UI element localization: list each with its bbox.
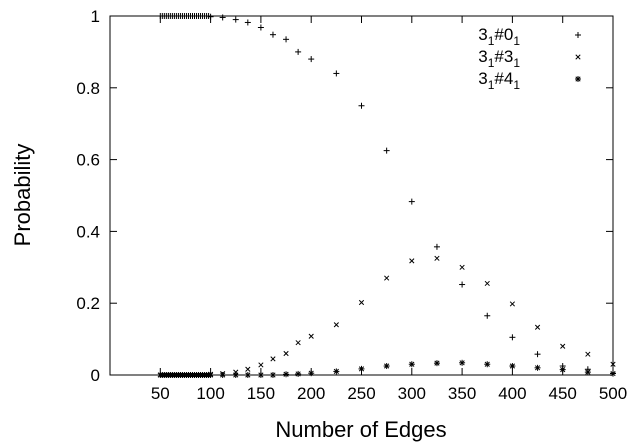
data-point	[333, 70, 340, 77]
data-point	[308, 370, 315, 377]
data-point	[232, 16, 239, 23]
legend-entry: 31#01	[478, 25, 581, 48]
data-point	[283, 350, 289, 357]
x-tick-label: 300	[398, 384, 426, 403]
legend-marker	[575, 76, 581, 82]
x-tick-label: 100	[196, 384, 224, 403]
data-point	[295, 370, 302, 377]
data-point	[560, 343, 566, 349]
data-point	[244, 19, 251, 26]
x-tick-label: 450	[549, 384, 577, 403]
legend-entry: 31#31	[478, 47, 581, 70]
series-3	[157, 359, 616, 378]
data-point	[258, 362, 264, 368]
data-point	[283, 36, 290, 43]
data-point	[333, 368, 340, 375]
data-point	[408, 198, 415, 205]
legend-marker	[575, 32, 581, 38]
y-tick-label: 0.4	[76, 222, 100, 241]
data-point	[484, 280, 490, 287]
data-point	[534, 364, 541, 371]
data-point	[509, 363, 516, 370]
data-point	[358, 102, 365, 109]
x-tick-label: 50	[151, 384, 170, 403]
data-point	[384, 275, 390, 281]
data-point	[433, 243, 440, 250]
data-point	[610, 361, 616, 367]
series-1	[157, 13, 616, 377]
y-tick-label: 0	[91, 366, 100, 385]
data-point	[408, 361, 415, 368]
x-tick-label: 150	[247, 384, 275, 403]
data-point	[232, 372, 239, 378]
y-tick-label: 0.2	[76, 294, 100, 313]
x-tick-label: 500	[599, 384, 627, 403]
data-point	[459, 281, 466, 288]
data-point	[585, 351, 591, 357]
series-2	[157, 255, 616, 378]
data-point	[534, 324, 541, 330]
x-axis-title: Number of Edges	[275, 417, 446, 442]
legend-label: 31#41	[478, 69, 520, 92]
data-point	[257, 24, 264, 31]
data-point	[434, 255, 440, 261]
data-point	[219, 14, 226, 21]
y-tick-label: 1	[91, 7, 100, 26]
tick-labels: 50 100 150 200 250 300 350 400 450 500 0 0.2 0.4 0.6 0…	[76, 7, 627, 403]
data-point	[295, 340, 301, 346]
legend-entry: 31#41	[478, 69, 581, 92]
data-point	[219, 372, 226, 378]
data-point	[333, 322, 339, 328]
data-point	[559, 366, 566, 373]
x-tick-label: 200	[297, 384, 325, 403]
data-point	[244, 372, 251, 378]
data-point	[269, 372, 276, 378]
data-point	[383, 147, 390, 154]
data-point	[459, 264, 465, 270]
data-point	[269, 31, 276, 38]
legend-label: 31#31	[478, 47, 520, 70]
data-point	[207, 13, 214, 20]
data-point	[584, 369, 591, 376]
x-tick-label: 400	[498, 384, 526, 403]
data-point	[534, 351, 541, 358]
data-point	[484, 312, 491, 319]
data-point	[295, 48, 302, 55]
y-tick-label: 0.6	[76, 151, 100, 170]
data-point	[257, 372, 264, 378]
x-tick-label: 250	[347, 384, 375, 403]
data-point	[245, 366, 251, 372]
data-point	[383, 363, 390, 370]
data-point	[270, 356, 276, 362]
data-point	[283, 371, 290, 378]
data-point	[358, 299, 365, 306]
legend-label: 31#01	[478, 25, 520, 48]
y-axis-title: Probability	[10, 144, 35, 247]
data-point	[308, 333, 314, 339]
data-point	[308, 56, 315, 63]
data-point	[409, 258, 415, 264]
data-point	[509, 334, 516, 341]
y-tick-label: 0.8	[76, 79, 100, 98]
data-point	[484, 361, 491, 368]
legend-marker	[575, 54, 581, 60]
data-series	[157, 13, 616, 378]
x-tick-label: 350	[448, 384, 476, 403]
data-point	[459, 359, 466, 366]
data-point	[358, 365, 365, 372]
plot-frame	[109, 15, 614, 376]
data-point	[610, 370, 616, 377]
data-point	[509, 301, 516, 307]
axis-ticks	[110, 15, 614, 376]
data-point	[433, 360, 440, 367]
data-point	[207, 372, 214, 378]
